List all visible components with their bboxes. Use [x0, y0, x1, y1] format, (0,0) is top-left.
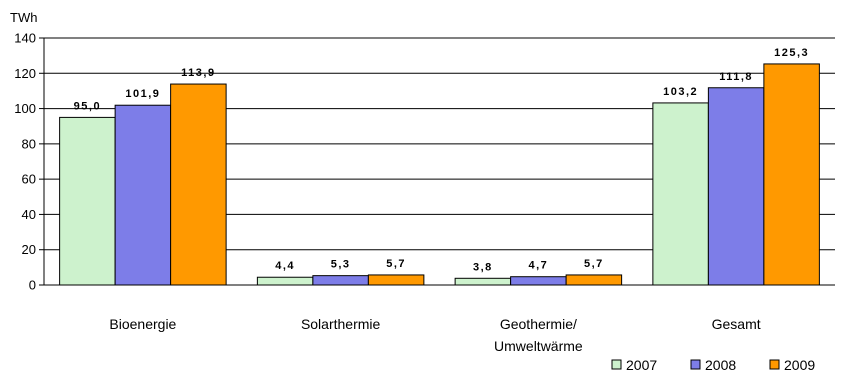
bar-2007-1: [257, 277, 313, 285]
data-label: 113,9: [181, 67, 215, 79]
y-tick-label: 20: [22, 242, 36, 257]
category-labels: Bioenergie Solarthermie Geothermie/Umweltw…: [109, 316, 760, 354]
bar-2007-3: [653, 103, 709, 285]
data-label: 4,7: [528, 260, 548, 272]
data-label: 5,3: [331, 259, 351, 271]
y-tick-label: 140: [14, 31, 36, 46]
legend-label: 2008: [705, 357, 736, 373]
x-category-label: Bioenergie: [109, 316, 176, 332]
bars: [60, 64, 820, 285]
y-tick-label: 120: [14, 66, 36, 81]
bar-2008-1: [313, 276, 369, 285]
data-label: 3,8: [473, 261, 493, 273]
bar-2009-3: [764, 64, 820, 285]
legend: 2007 2008 2009: [612, 357, 815, 373]
y-axis-ticks: 0 20 40 60 80 100 120 140: [14, 31, 44, 293]
bar-2009-1: [368, 275, 424, 285]
data-label: 5,7: [584, 258, 604, 270]
x-category-label: Umweltwärme: [494, 338, 583, 354]
bar-2008-0: [115, 105, 171, 285]
data-label: 111,8: [719, 71, 753, 83]
data-label: 125,3: [774, 47, 809, 59]
legend-swatch-2008: [691, 360, 700, 369]
y-tick-label: 80: [22, 136, 36, 151]
data-label: 95,0: [74, 100, 101, 112]
x-category-label: Solarthermie: [301, 316, 381, 332]
legend-swatch-2009: [770, 360, 779, 369]
data-label: 103,2: [663, 86, 698, 98]
bar-2007-0: [60, 117, 116, 285]
y-tick-label: 0: [29, 278, 36, 293]
legend-label: 2009: [784, 357, 815, 373]
bar-2007-2: [455, 278, 511, 285]
y-tick-label: 60: [22, 172, 36, 187]
legend-swatch-2007: [612, 360, 621, 369]
bar-2008-2: [511, 277, 567, 285]
y-tick-label: 100: [14, 101, 36, 116]
x-category-label: Geothermie/: [500, 316, 577, 332]
bar-2008-3: [708, 88, 764, 285]
legend-label: 2007: [626, 357, 657, 373]
data-label: 5,7: [386, 258, 406, 270]
unit-label: TWh: [10, 10, 37, 25]
bar-2009-2: [566, 275, 622, 285]
data-label: 101,9: [125, 88, 160, 100]
y-tick-label: 40: [22, 207, 36, 222]
x-category-label: Gesamt: [712, 316, 761, 332]
bar-2009-0: [171, 84, 227, 285]
data-label: 4,4: [275, 260, 295, 272]
